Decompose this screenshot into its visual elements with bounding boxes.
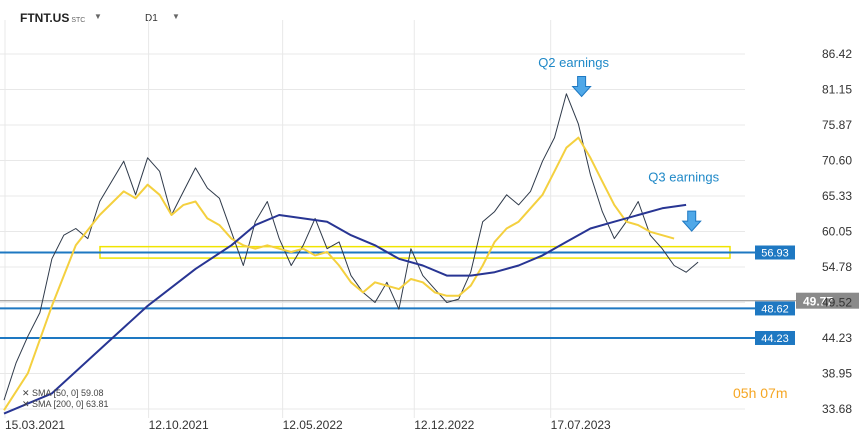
- x-axis: 15.03.2021 12.10.2021 12.05.2022 12.12.2022…: [5, 418, 611, 432]
- arrow-down-icon: [681, 210, 702, 232]
- y-tick-label: 38.95: [822, 367, 852, 381]
- x-tick-label: 12.05.2022: [283, 418, 343, 432]
- y-tick-label: 81.15: [822, 82, 852, 96]
- y-tick-label: 75.87: [822, 118, 852, 132]
- timeframe-label[interactable]: D1: [145, 13, 158, 24]
- symbol-label: FTNT.US: [20, 11, 70, 25]
- timeframe-dropdown-icon[interactable]: ▼: [172, 12, 180, 21]
- symbol-dropdown-icon[interactable]: ▼: [94, 12, 102, 21]
- y-tick-label: 60.05: [822, 225, 852, 239]
- y-tick-label: 65.33: [822, 189, 852, 203]
- current-price-tag: [796, 292, 859, 309]
- annotation-label: Q2 earnings: [538, 55, 609, 70]
- level-label: 44.23: [761, 333, 789, 345]
- y-tick-label: 86.42: [822, 47, 852, 61]
- annotations: Q2 earnings Q3 earnings: [538, 55, 720, 232]
- level-tag: [755, 301, 795, 316]
- sma-line: [3, 203, 687, 415]
- legend-remove-icon[interactable]: ✕: [22, 399, 30, 409]
- grid: [0, 20, 745, 418]
- annotation-label: Q3 earnings: [648, 169, 719, 184]
- price-line: [3, 93, 699, 401]
- symbol-name[interactable]: FTNT.US STC: [20, 11, 85, 25]
- legend-label: SMA [50, 0] 59.08: [32, 388, 104, 398]
- level-tag: [755, 330, 795, 345]
- y-tick-label: 44.23: [822, 331, 852, 345]
- legend: ✕ SMA [50, 0] 59.08✕ SMA [200, 0] 63.81: [22, 388, 109, 409]
- x-tick-label: 15.03.2021: [5, 418, 65, 432]
- level-label: 56.93: [761, 248, 789, 260]
- series-layer: [3, 93, 699, 415]
- y-axis: 86.42 81.15 75.87 70.60 65.33 60.05 54.78 49.52…: [822, 47, 852, 416]
- arrow-down-icon: [571, 75, 592, 98]
- legend-label: SMA [200, 0] 63.81: [32, 399, 109, 409]
- horizontal-levels: 56.93 48.62 44.23 49.77: [0, 245, 859, 345]
- x-tick-label: 12.10.2021: [149, 418, 209, 432]
- level-label: 48.62: [761, 303, 789, 315]
- y-tick-label: 70.60: [822, 153, 852, 167]
- y-tick-label: 33.68: [822, 402, 852, 416]
- sma-line: [3, 136, 675, 411]
- x-tick-label: 12.12.2022: [414, 418, 474, 432]
- current-price-label: 49.77: [803, 295, 833, 309]
- y-tick-label: 54.78: [822, 260, 852, 274]
- symbol-suffix: STC: [71, 17, 86, 24]
- level-tag: [755, 245, 795, 260]
- legend-remove-icon[interactable]: ✕: [22, 388, 30, 398]
- x-tick-label: 17.07.2023: [551, 418, 611, 432]
- timer-label: 05h 07m: [733, 385, 787, 401]
- y-tick-label: 49.52: [822, 295, 852, 309]
- chart-toolbar: FTNT.US STC ▼ D1 ▼: [0, 0, 859, 34]
